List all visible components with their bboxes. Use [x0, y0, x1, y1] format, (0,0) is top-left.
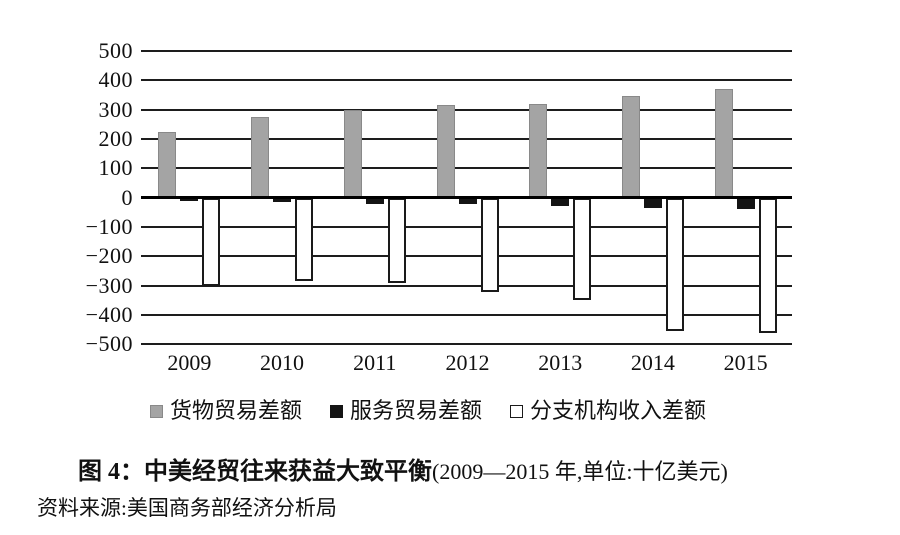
branch-income-balance-bar-2010	[295, 197, 314, 282]
bar-chart: 500 400 300 200 100 0 −100 −200 −300 −400 −500 2009…	[85, 38, 792, 375]
gridline--100	[141, 226, 792, 229]
x-tick-label-2014: 2014	[630, 350, 675, 375]
goods-trade-balance-bar-2012	[436, 105, 455, 198]
gridline-400	[141, 79, 792, 82]
y-tick-label--300: −300	[85, 272, 133, 298]
services-trade-balance-bar-2010	[273, 197, 292, 203]
legend-item-services-trade-balance: 服务贸易差额	[330, 399, 482, 423]
x-tick-label-2013: 2013	[538, 350, 583, 375]
legend-item-goods-trade-balance: 货物贸易差额	[150, 399, 302, 423]
legend-label-services-trade-balance: 服务贸易差额	[350, 398, 483, 423]
source-note: 资料来源:美国商务部经济分析局	[37, 496, 337, 520]
goods-trade-balance-bar-2009	[158, 131, 177, 198]
legend-label-goods-trade-balance: 货物贸易差额	[170, 398, 303, 423]
goods-trade-balance-bar-2011	[343, 109, 362, 198]
branch-income-balance-bar-2014	[665, 197, 684, 332]
legend-swatch-icon-branch-income-balance	[510, 404, 524, 418]
gridline-100	[141, 167, 792, 170]
branch-income-balance-bar-2013	[573, 197, 592, 301]
y-tick-label-400: 400	[98, 67, 133, 93]
x-tick-label-2009: 2009	[167, 350, 212, 375]
services-trade-balance-bar-2013	[551, 197, 570, 207]
y-tick-label--200: −200	[85, 243, 133, 269]
gridline-200	[141, 138, 792, 141]
services-trade-balance-bar-2012	[458, 197, 477, 204]
gridline--400	[141, 314, 792, 317]
gridline--200	[141, 255, 792, 258]
branch-income-balance-bar-2009	[202, 197, 221, 286]
services-trade-balance-bar-2011	[365, 197, 384, 204]
gridline-500	[141, 50, 792, 52]
goods-trade-balance-bar-2010	[251, 117, 270, 198]
figure-caption-subtitle: (2009—2015 年,单位:十亿美元)	[432, 459, 728, 484]
y-tick-label-200: 200	[98, 126, 133, 152]
y-tick-label-500: 500	[98, 38, 133, 63]
goods-trade-balance-bar-2014	[621, 96, 640, 198]
legend-swatch-icon-goods-trade-balance	[150, 404, 163, 418]
y-tick-label--400: −400	[85, 302, 133, 328]
x-tick-label-2015: 2015	[723, 350, 768, 375]
goods-trade-balance-bar-2015	[714, 89, 733, 198]
y-tick-label--100: −100	[85, 214, 133, 240]
services-trade-balance-bar-2014	[643, 197, 662, 208]
x-tick-label-2010: 2010	[260, 350, 305, 375]
legend-label-branch-income-balance: 分支机构收入差额	[530, 398, 707, 423]
gridline--300	[141, 284, 792, 287]
y-tick-label-300: 300	[98, 96, 133, 122]
x-tick-label-2012: 2012	[445, 350, 490, 375]
y-tick-label-0: 0	[121, 184, 133, 210]
y-tick-label-100: 100	[98, 155, 133, 181]
legend-item-branch-income-balance: 分支机构收入差额	[510, 399, 706, 423]
branch-income-balance-bar-2015	[758, 197, 777, 333]
goods-trade-balance-bar-2013	[529, 103, 548, 198]
x-axis-zero-line	[141, 196, 792, 200]
figure-caption: 图 4：中美经贸往来获益大致平衡(2009—2015 年,单位:十亿美元)	[78, 451, 728, 486]
gridline--500	[141, 343, 792, 346]
branch-income-balance-bar-2011	[387, 197, 406, 283]
branch-income-balance-bar-2012	[480, 197, 499, 292]
x-tick-label-2011: 2011	[353, 350, 397, 375]
y-tick-label--500: −500	[85, 331, 133, 357]
services-trade-balance-bar-2015	[736, 197, 755, 210]
gridline-300	[141, 108, 792, 111]
figure-caption-title: 图 4：中美经贸往来获益大致平衡	[78, 459, 432, 485]
chart-legend: 货物贸易差额 服务贸易差额 分支机构收入差额	[150, 399, 706, 423]
legend-swatch-icon-services-trade-balance	[330, 404, 344, 418]
